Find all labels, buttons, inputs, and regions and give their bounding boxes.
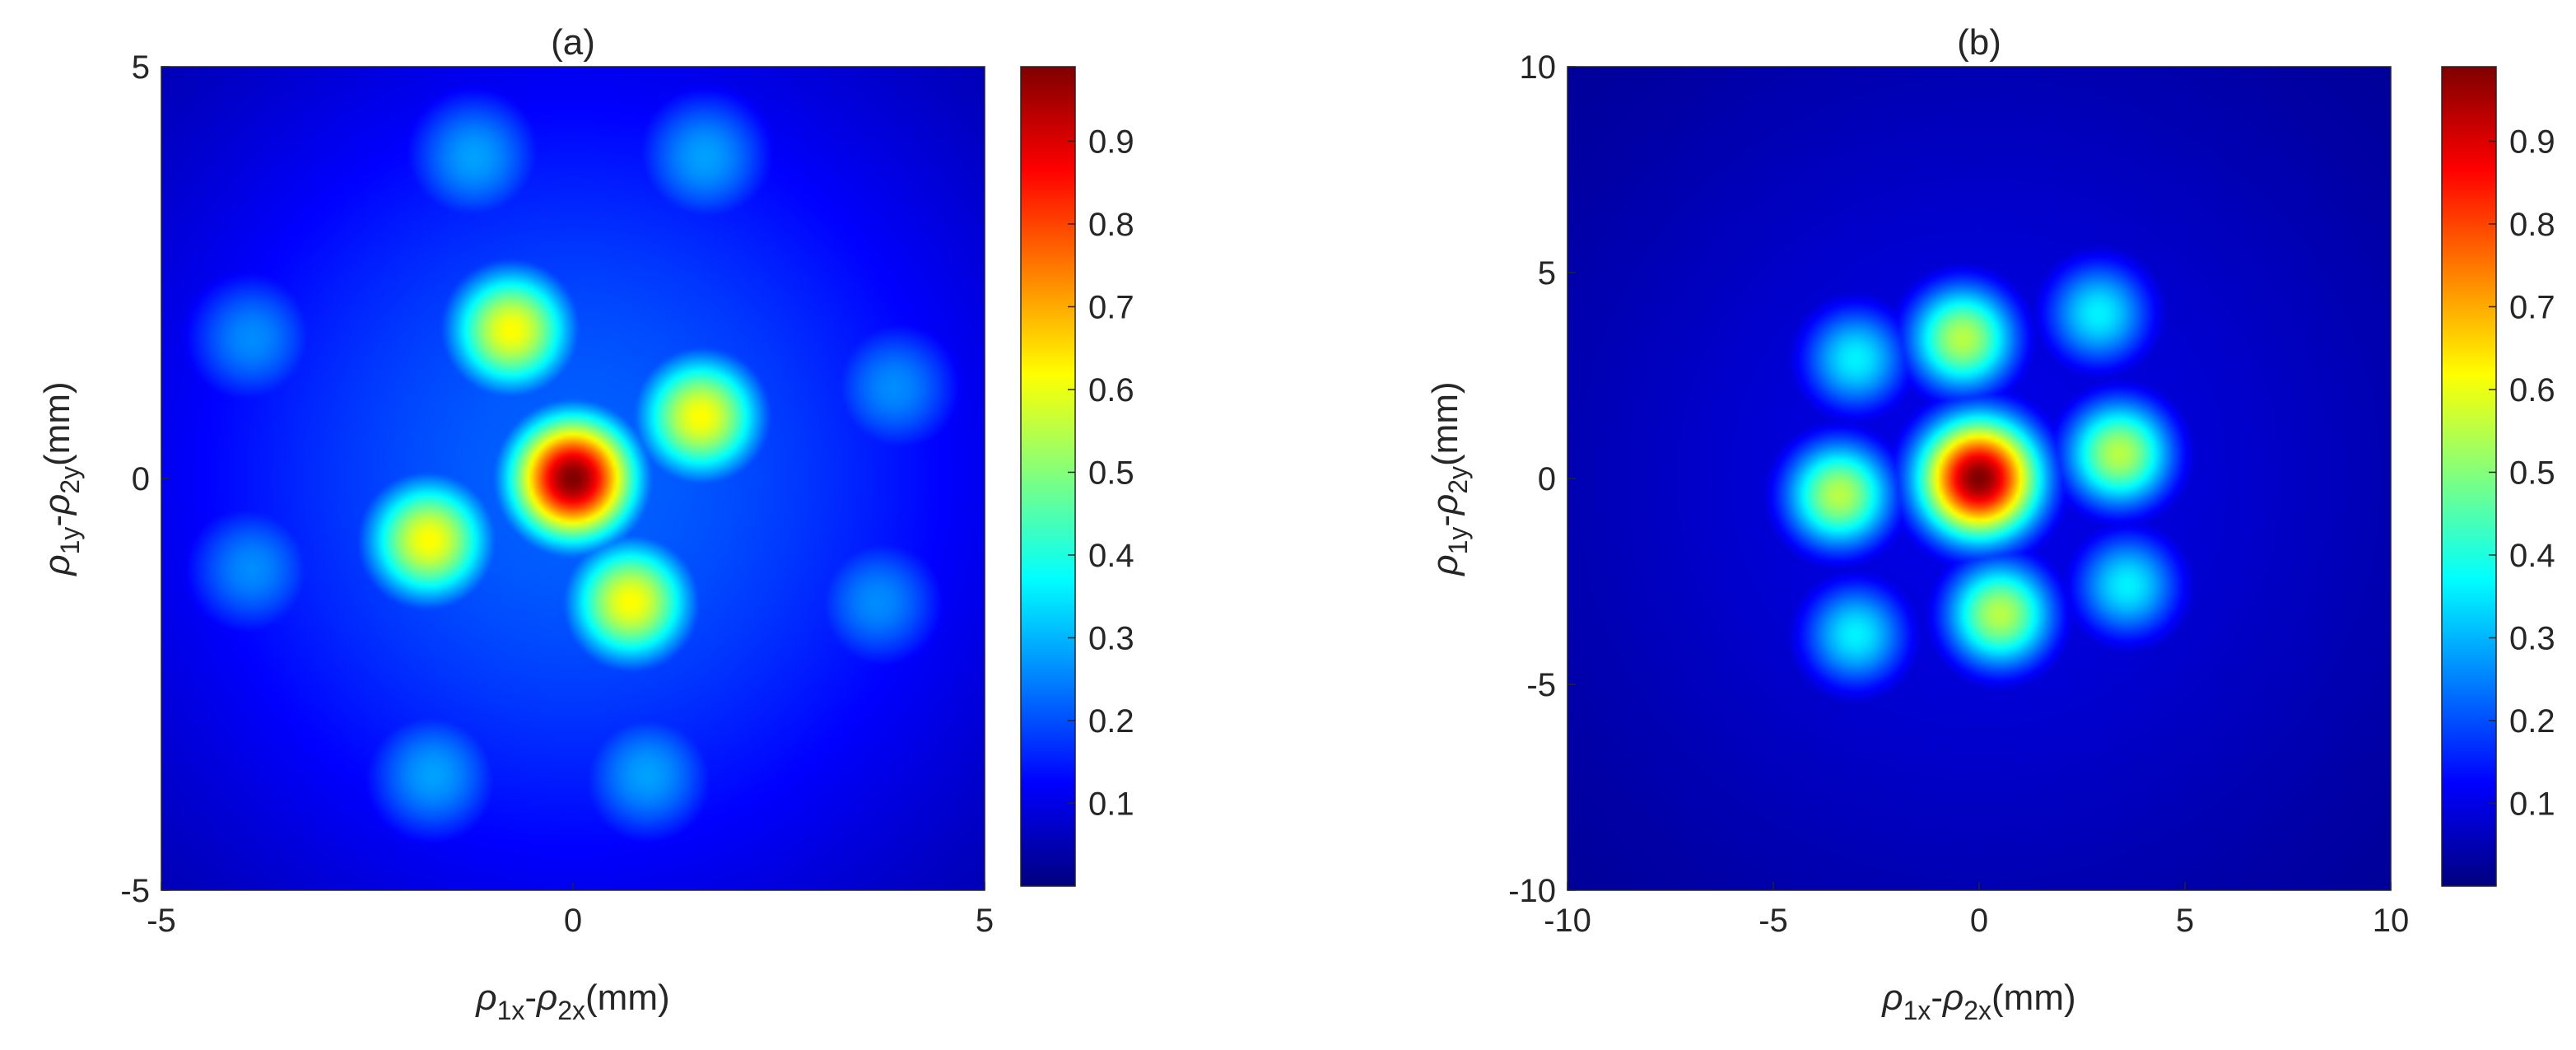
panel-a-heatmap [161, 67, 985, 890]
panel-b-colorbar-tick-label: 0.9 [2509, 124, 2555, 160]
panel-a-colorbar-tick-label: 0.6 [1088, 372, 1134, 408]
panel-b-ytick-label: -10 [1508, 873, 1556, 909]
panel-b-xtick-label: -10 [1544, 903, 1591, 939]
panel-b-colorbar-tick-label: 0.5 [2509, 455, 2555, 491]
panel-b-xtick-label: 10 [2373, 903, 2410, 939]
panel-a-xlabel: ρ1x-ρ2x(mm) [474, 978, 669, 1025]
panel-a-colorbar-tick-label: 0.2 [1088, 703, 1134, 740]
panel-a-colorbar-tick-label: 0.5 [1088, 455, 1134, 491]
panel-b-xtick-label: 0 [1970, 903, 1988, 939]
panel-a-title: (a) [551, 22, 595, 63]
panel-b-ytick-label: 5 [1538, 255, 1556, 292]
panel-b-xtick-label: -5 [1758, 903, 1788, 939]
panel-a-colorbar-tick-label: 0.4 [1088, 538, 1134, 574]
panel-a-colorbar-tick-label: 0.7 [1088, 289, 1134, 325]
panel-a-colorbar-tick-label: 0.3 [1088, 620, 1134, 656]
panel-b-title: (b) [1957, 22, 2001, 63]
panel-b-xlabel: ρ1x-ρ2x(mm) [1880, 978, 2075, 1025]
panel-b-ytick-label: 10 [1520, 49, 1557, 86]
panel-b-colorbar-tick-label: 0.7 [2509, 289, 2555, 325]
panel-b-xtick-label: 5 [2176, 903, 2194, 939]
panel-b-colorbar-frame [2441, 66, 2497, 887]
panel-a-ytick-label: -5 [120, 873, 150, 909]
panel-a-xtick-label: 5 [976, 903, 994, 939]
panel-b-heatmap [1567, 67, 2391, 890]
panel-a-ylabel: ρ1y-ρ2y(mm) [37, 381, 85, 576]
panel-b-colorbar-tick-label: 0.4 [2509, 538, 2555, 574]
panel-a-colorbar-tick-label: 0.1 [1088, 786, 1134, 822]
panel-b-colorbar-tick-label: 0.3 [2509, 620, 2555, 656]
panel-b-colorbar-tick-label: 0.6 [2509, 372, 2555, 408]
panel-a-ticks: -5 0 5 -5 0 5 [120, 49, 994, 939]
panel-a-ytick-label: 0 [132, 461, 150, 497]
panel-a-colorbar-tick-label: 0.8 [1088, 207, 1134, 243]
panel-a-ytick-label: 5 [132, 49, 150, 86]
panel-b-colorbar-tick-label: 0.2 [2509, 703, 2555, 740]
panel-b-ticks: -10 -5 0 5 10 -10 -5 0 5 10 [1508, 49, 2409, 939]
panel-b-colorbar-ticks: 0.1 0.2 0.3 0.4 0.5 0.6 0.7 0.8 0.9 [2489, 124, 2555, 822]
panel-a-xtick-label: -5 [147, 903, 176, 939]
panel-b-ytick-label: -5 [1526, 667, 1556, 703]
panel-a-xtick-label: 0 [564, 903, 582, 939]
panel-a-colorbar-tick-label: 0.9 [1088, 124, 1134, 160]
panel-b-ylabel: ρ1y-ρ2y(mm) [1425, 381, 1473, 576]
panel-a: (a) -5 0 5 -5 0 5 ρ1x-ρ2x(mm) ρ1y-ρ2y(mm) 0.1… [37, 22, 1134, 1025]
panel-b-colorbar-tick-label: 0.1 [2509, 786, 2555, 822]
panel-b: (b) -10 -5 0 5 10 -10 -5 0 5 10 ρ1x-ρ2x(mm) ρ1y-ρ… [1425, 22, 2555, 1025]
panel-a-colorbar [1021, 67, 1075, 886]
panel-a-colorbar-frame [1020, 66, 1076, 887]
panel-b-colorbar-tick-label: 0.8 [2509, 207, 2555, 243]
panel-a-colorbar-ticks: 0.1 0.2 0.3 0.4 0.5 0.6 0.7 0.8 0.9 [1068, 124, 1134, 822]
panel-b-ytick-label: 0 [1538, 461, 1556, 497]
panel-b-colorbar [2442, 67, 2496, 886]
